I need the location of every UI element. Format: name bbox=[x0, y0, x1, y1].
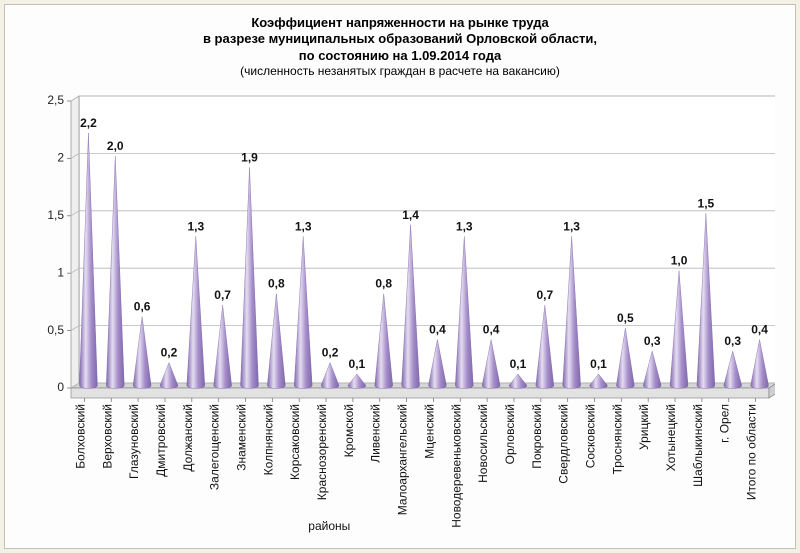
ytick-label: 2,5 bbox=[47, 95, 64, 107]
value-label: 0,5 bbox=[617, 311, 634, 325]
category-label: Шаблыкинский bbox=[691, 404, 705, 487]
value-label: 1,3 bbox=[456, 219, 473, 233]
value-label: 0,4 bbox=[429, 323, 446, 337]
value-label: 2,2 bbox=[80, 116, 97, 130]
value-label: 0,4 bbox=[751, 323, 768, 337]
ytick-label: 2 bbox=[57, 151, 64, 165]
category-label: Мценский bbox=[422, 404, 436, 459]
chart-svg: 0 0,5 1 1,5 2 2,5 2,2 2,0 0,6 0,2 1,3 0,7 1,9 0,8 1,3 0… bbox=[35, 95, 775, 538]
category-label: Залегощенский bbox=[208, 404, 222, 490]
plot-side-wall bbox=[71, 96, 79, 388]
category-label: Верховский bbox=[100, 404, 114, 469]
x-axis-title: районы bbox=[308, 519, 350, 533]
category-label: Краснозоренский bbox=[315, 404, 329, 500]
value-label: 1,0 bbox=[671, 254, 688, 268]
category-label: Свердловский bbox=[557, 404, 571, 484]
category-label: Новодеревеньковский bbox=[449, 404, 463, 528]
value-label: 0,8 bbox=[268, 277, 285, 291]
category-label: Кромской bbox=[342, 404, 356, 457]
category-label: Хотынецкий bbox=[664, 404, 678, 471]
ytick-label: 1 bbox=[57, 265, 64, 279]
category-label: г. Орел bbox=[718, 404, 732, 443]
value-label: 0,2 bbox=[161, 346, 178, 360]
value-label: 1,3 bbox=[187, 219, 204, 233]
category-label: Глазуновский bbox=[127, 404, 141, 479]
category-label: Должанский bbox=[181, 404, 195, 472]
plot-floor-front bbox=[71, 388, 769, 398]
value-label: 1,3 bbox=[563, 219, 580, 233]
value-label: 0,3 bbox=[724, 334, 741, 348]
category-label: Знаменский bbox=[235, 404, 249, 471]
category-label: Троснянский bbox=[610, 404, 624, 474]
value-label: 0,6 bbox=[134, 300, 151, 314]
value-label: 0,8 bbox=[375, 277, 392, 291]
category-label: Корсаковский bbox=[288, 404, 302, 480]
plot-back-wall bbox=[79, 96, 775, 383]
value-label: 1,5 bbox=[698, 196, 715, 210]
category-label: Итого по области bbox=[745, 404, 759, 500]
value-label: 1,4 bbox=[402, 208, 419, 222]
chart-area: 0 0,5 1 1,5 2 2,5 2,2 2,0 0,6 0,2 1,3 0,7 1,9 0,8 1,3 0… bbox=[35, 95, 775, 538]
value-label: 0,7 bbox=[214, 288, 231, 302]
value-label: 0,3 bbox=[644, 334, 661, 348]
category-label: Новосильский bbox=[476, 404, 490, 483]
value-label: 1,3 bbox=[295, 219, 312, 233]
value-label: 0,1 bbox=[590, 357, 607, 371]
title-subtitle: (численность незанятых граждан в расчете… bbox=[5, 64, 795, 79]
category-label: Дмитровский bbox=[154, 404, 168, 477]
outer-frame: Коэффициент напряженности на рынке труда… bbox=[0, 0, 800, 553]
chart-title-block: Коэффициент напряженности на рынке труда… bbox=[5, 5, 795, 79]
ytick-label: 1,5 bbox=[47, 208, 64, 222]
category-label: Сосковский bbox=[584, 404, 598, 468]
value-label: 0,7 bbox=[536, 288, 553, 302]
title-line3: по состоянию на 1.09.2014 года bbox=[5, 48, 795, 64]
value-label: 0,1 bbox=[510, 357, 527, 371]
category-label: Болховский bbox=[73, 404, 87, 469]
category-label: Покровский bbox=[530, 404, 544, 469]
chart-panel: Коэффициент напряженности на рынке труда… bbox=[4, 4, 796, 549]
category-label: Ливенский bbox=[369, 404, 383, 463]
ytick-label: 0,5 bbox=[47, 323, 64, 337]
category-label: Урицкий bbox=[637, 404, 651, 450]
category-label: Орловский bbox=[503, 404, 517, 464]
value-label: 0,4 bbox=[483, 323, 500, 337]
category-label: Колпнянский bbox=[261, 404, 275, 475]
value-label: 0,2 bbox=[322, 346, 339, 360]
title-line1: Коэффициент напряженности на рынке труда bbox=[5, 15, 795, 31]
value-label: 1,9 bbox=[241, 150, 258, 164]
ytick-label: 0 bbox=[57, 380, 64, 394]
value-label: 0,1 bbox=[349, 357, 366, 371]
value-label: 2,0 bbox=[107, 139, 124, 153]
title-line2: в разрезе муниципальных образований Орло… bbox=[5, 31, 795, 47]
category-label: Малоархангельский bbox=[396, 404, 410, 515]
